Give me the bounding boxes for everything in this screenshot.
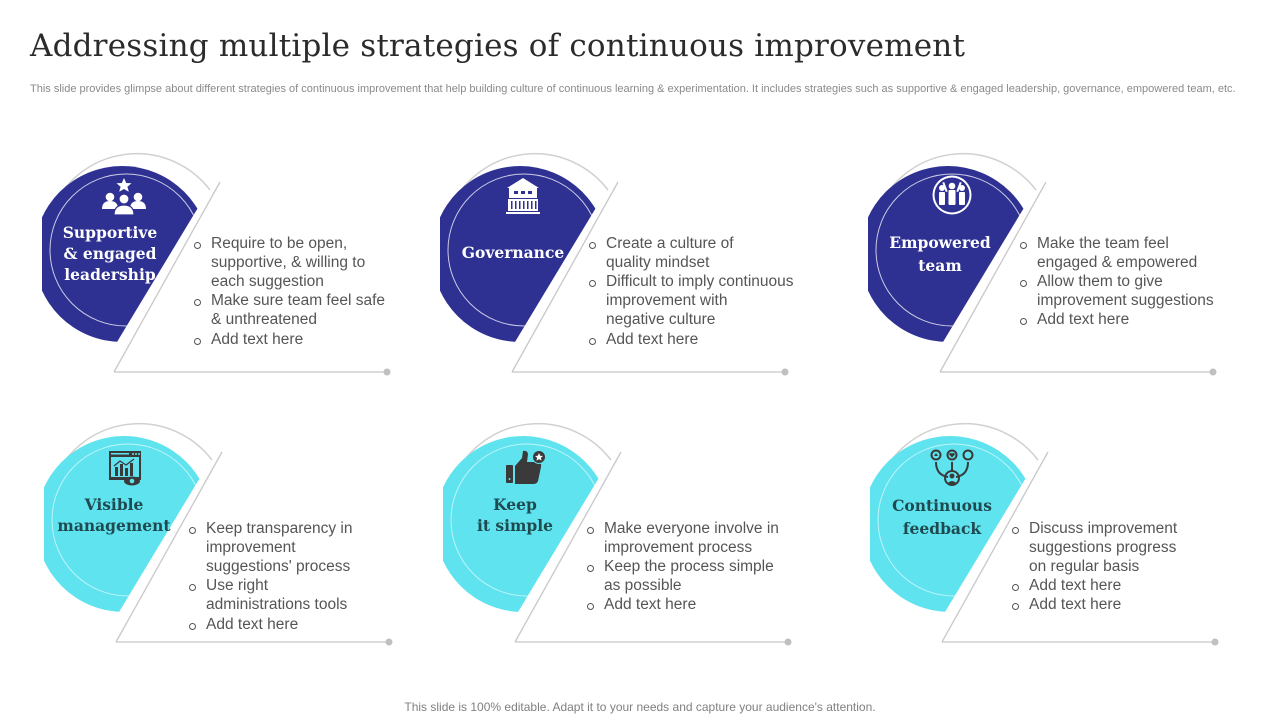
bullet-item: Make the team feel engaged & empowered xyxy=(1018,234,1258,272)
strategy-card-keep-it-simple: Keep it simple Make everyone involve in i… xyxy=(443,420,843,660)
strategy-label: Empowered team xyxy=(889,233,991,275)
strategy-label: Visible management xyxy=(57,495,171,535)
thumbs-up-star-icon xyxy=(505,450,549,490)
strategy-card-supportive-leadership: Supportive & engaged leadership Require … xyxy=(42,150,442,390)
card-shape xyxy=(440,152,789,376)
card-shape xyxy=(42,152,391,376)
bullet-item: Add text here xyxy=(1010,576,1250,595)
bullet-item: Use right administrations tools xyxy=(187,576,427,614)
bullet-item: Discuss improvement suggestions progress o… xyxy=(1010,519,1250,576)
bullet-item: Allow them to give improvement suggestion… xyxy=(1018,272,1258,310)
government-building-icon xyxy=(504,177,548,217)
bullet-item: Create a culture of quality mindset xyxy=(587,234,837,272)
dashboard-eye-icon xyxy=(108,450,152,490)
strategy-bullets: Make everyone involve in improvement proc… xyxy=(585,519,825,614)
strategy-label: Continuous feedback xyxy=(892,496,992,538)
bullet-item: Difficult to imply continuous improvement… xyxy=(587,272,837,329)
bullet-item: Add text here xyxy=(187,615,427,634)
bullet-item: Keep transparency in improvement suggestio… xyxy=(187,519,427,576)
bullet-item: Require to be open, supportive, & willing… xyxy=(192,234,432,291)
strategy-bullets: Keep transparency in improvement suggestio… xyxy=(187,519,427,634)
slide-footer-note: This slide is 100% editable. Adapt it to… xyxy=(404,700,876,714)
bullet-item: Keep the process simple as possible xyxy=(585,557,825,595)
bullet-item: Make everyone involve in improvement proc… xyxy=(585,519,825,557)
card-shape xyxy=(868,152,1217,376)
team-raised-hands-icon xyxy=(931,174,975,215)
strategy-bullets: Make the team feel engaged & empowered Al… xyxy=(1018,234,1258,329)
slide-subtitle: This slide provides glimpse about differ… xyxy=(30,83,1236,95)
strategy-label: Keep it simple xyxy=(476,495,554,535)
strategy-label: Supportive & engaged leadership xyxy=(62,223,158,284)
strategy-card-governance: Governance Create a culture of quality mi… xyxy=(440,150,840,390)
feedback-network-icon xyxy=(928,449,974,489)
bullet-item: Add text here xyxy=(1010,595,1250,614)
card-shape xyxy=(870,422,1219,646)
strategy-bullets: Create a culture of quality mindset Diffi… xyxy=(587,234,837,349)
bullet-item: Make sure team feel safe & unthreatened xyxy=(192,291,432,329)
card-shape xyxy=(44,422,393,646)
strategy-card-empowered-team: Empowered team Make the team feel engaged… xyxy=(868,150,1268,390)
slide-title: Addressing multiple strategies of contin… xyxy=(30,28,966,64)
card-shape xyxy=(443,422,792,646)
bullet-item: Add text here xyxy=(585,595,825,614)
team-star-icon xyxy=(100,178,146,218)
bullet-item: Add text here xyxy=(1018,310,1258,329)
strategy-bullets: Discuss improvement suggestions progress o… xyxy=(1010,519,1250,614)
strategy-card-continuous-feedback: Continuous feedback Discuss improvement s… xyxy=(870,420,1270,660)
strategy-card-visible-management: Visible management Keep transparency in i… xyxy=(44,420,444,660)
bullet-item: Add text here xyxy=(587,330,837,349)
strategy-bullets: Require to be open, supportive, & willing… xyxy=(192,234,432,349)
bullet-item: Add text here xyxy=(192,330,432,349)
strategy-label: Governance xyxy=(461,243,565,262)
